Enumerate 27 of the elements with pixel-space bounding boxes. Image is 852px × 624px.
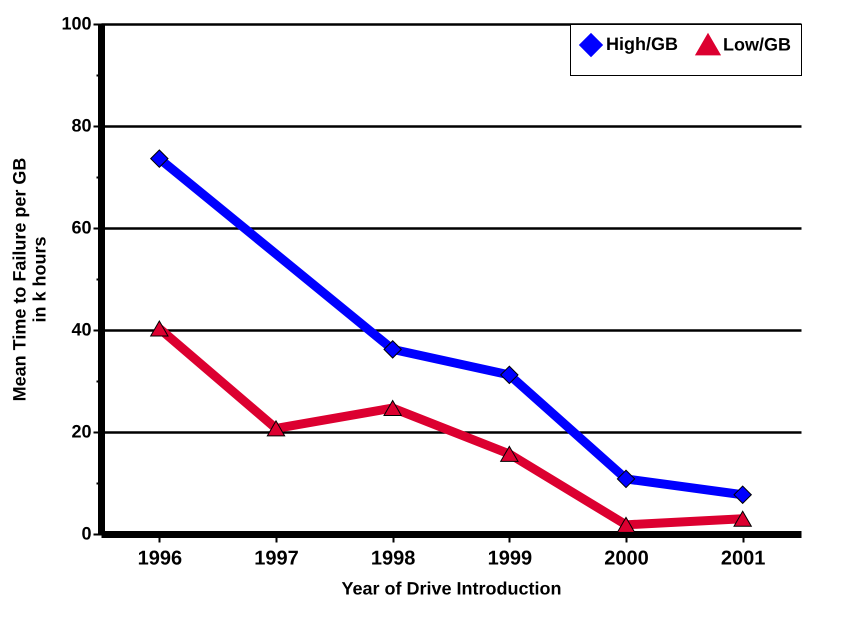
point — [734, 486, 752, 504]
y-tick-label: 60 — [71, 218, 92, 238]
point — [266, 420, 286, 436]
point — [150, 320, 168, 336]
point — [150, 149, 168, 168]
legend-label: High/GB — [606, 34, 678, 54]
x-tick-label: 1999 — [488, 548, 532, 570]
y-tick-label: 100 — [61, 14, 92, 34]
x-tick-label: 2000 — [604, 548, 649, 570]
y-tick-label: 40 — [71, 320, 92, 340]
point — [734, 510, 752, 527]
x-tick-label: 1997 — [254, 548, 299, 570]
x-tick-label: 1998 — [370, 548, 416, 570]
y-tick-label: 20 — [71, 422, 92, 442]
y-tick-label: 80 — [71, 116, 92, 136]
point — [384, 340, 402, 359]
y-axis-title: Mean Time to Failure per GB in k hours — [9, 158, 50, 402]
point — [384, 400, 402, 416]
x-tick-label: 1996 — [138, 548, 182, 570]
y-tick-label: 0 — [81, 524, 92, 544]
point — [616, 470, 636, 488]
point — [616, 516, 636, 533]
x-axis-title: Year of Drive Introduction — [341, 578, 562, 598]
legend-label: Low/GB — [723, 34, 791, 55]
point — [500, 446, 518, 462]
x-tick-label: 2001 — [720, 548, 766, 570]
point — [500, 366, 518, 384]
